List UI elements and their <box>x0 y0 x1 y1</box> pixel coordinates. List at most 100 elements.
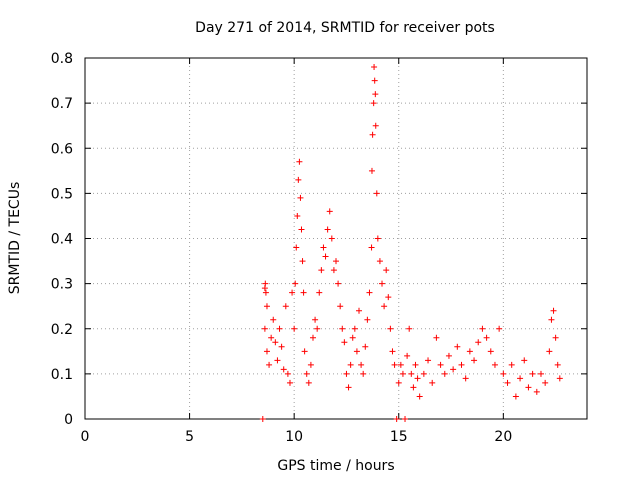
data-point <box>471 357 478 364</box>
data-point <box>416 393 423 400</box>
data-point <box>512 393 519 400</box>
data-point <box>353 348 360 355</box>
data-point <box>483 334 490 341</box>
data-point <box>289 289 296 296</box>
data-point <box>491 361 498 368</box>
data-point <box>303 370 310 377</box>
data-point <box>556 375 563 382</box>
data-point <box>262 280 269 287</box>
data-point <box>441 370 448 377</box>
y-tick-label: 0.8 <box>51 51 73 67</box>
data-point <box>420 370 427 377</box>
data-point <box>406 325 413 332</box>
tick-layer <box>84 57 587 420</box>
data-point <box>433 334 440 341</box>
data-point <box>341 339 348 346</box>
data-point <box>521 357 528 364</box>
data-point <box>548 316 555 323</box>
data-point <box>552 334 559 341</box>
data-point <box>343 370 350 377</box>
data-point <box>322 253 329 260</box>
data-point <box>402 416 409 422</box>
data-point <box>454 343 461 350</box>
data-point <box>330 267 337 274</box>
data-point <box>383 267 390 274</box>
chart-title: Day 271 of 2014, SRMTID for receiver pot… <box>195 20 495 36</box>
data-point <box>261 325 268 332</box>
data-point <box>500 370 507 377</box>
data-point <box>272 339 279 346</box>
data-point <box>550 307 557 314</box>
data-point <box>274 357 281 364</box>
data-point <box>284 370 291 377</box>
x-tick-labels: 0 5 10 15 20 <box>81 429 513 445</box>
data-point <box>429 379 436 386</box>
data-point <box>372 91 379 98</box>
data-point <box>328 235 335 242</box>
data-point <box>397 361 404 368</box>
data-point <box>296 158 303 165</box>
data-point <box>487 348 494 355</box>
data-point <box>546 348 553 355</box>
data-point <box>263 348 270 355</box>
data-point <box>508 361 515 368</box>
data-point <box>387 325 394 332</box>
data-point <box>324 226 331 233</box>
x-tick-label: 5 <box>185 429 194 445</box>
data-point <box>309 334 316 341</box>
data-point <box>364 316 371 323</box>
data-point <box>381 303 388 310</box>
data-point <box>295 176 302 183</box>
data-point <box>462 375 469 382</box>
data-point <box>496 325 503 332</box>
data-point <box>333 258 339 265</box>
y-tick-label: 0.5 <box>51 186 73 202</box>
data-point <box>351 325 358 332</box>
data-point <box>385 294 392 301</box>
data-point <box>542 379 549 386</box>
data-point <box>414 375 421 382</box>
data-point <box>307 361 314 368</box>
data-point <box>320 244 327 251</box>
data-point <box>259 416 266 422</box>
data-point <box>504 379 511 386</box>
data-point <box>537 370 544 377</box>
data-point <box>379 280 386 287</box>
x-tick-label: 15 <box>390 429 408 445</box>
data-point <box>362 343 369 350</box>
data-point <box>262 289 269 296</box>
data-point <box>291 325 298 332</box>
data-point <box>286 379 293 386</box>
data-point <box>268 334 275 341</box>
data-point <box>356 307 363 314</box>
data-point <box>475 339 482 346</box>
y-tick-label: 0 <box>64 412 73 428</box>
data-point <box>517 375 524 382</box>
y-axis-label: SRMTID / TECUs <box>7 182 23 295</box>
data-point <box>399 370 406 377</box>
data-point <box>297 194 304 201</box>
data-point <box>368 167 375 174</box>
data-point <box>312 316 319 323</box>
y-tick-label: 0.7 <box>51 96 73 112</box>
data-point <box>347 361 354 368</box>
data-point <box>270 316 277 323</box>
data-point <box>389 348 396 355</box>
data-point <box>335 280 342 287</box>
x-axis-label: GPS time / hours <box>277 458 394 474</box>
data-point <box>301 348 308 355</box>
data-point <box>300 289 307 296</box>
data-point <box>458 361 465 368</box>
data-point <box>360 370 367 377</box>
y-tick-label: 0.3 <box>51 277 73 293</box>
x-tick-label: 20 <box>494 429 512 445</box>
data-point <box>408 370 415 377</box>
y-tick-label: 0.6 <box>51 141 73 157</box>
data-point <box>529 370 536 377</box>
data-point <box>326 208 333 215</box>
y-tick-label: 0.2 <box>51 322 73 338</box>
data-point <box>368 244 375 251</box>
y-tick-labels: 0 0.1 0.2 0.3 0.4 0.5 0.6 0.7 0.8 <box>51 51 73 428</box>
data-point <box>371 77 378 84</box>
x-tick-label: 10 <box>285 429 303 445</box>
